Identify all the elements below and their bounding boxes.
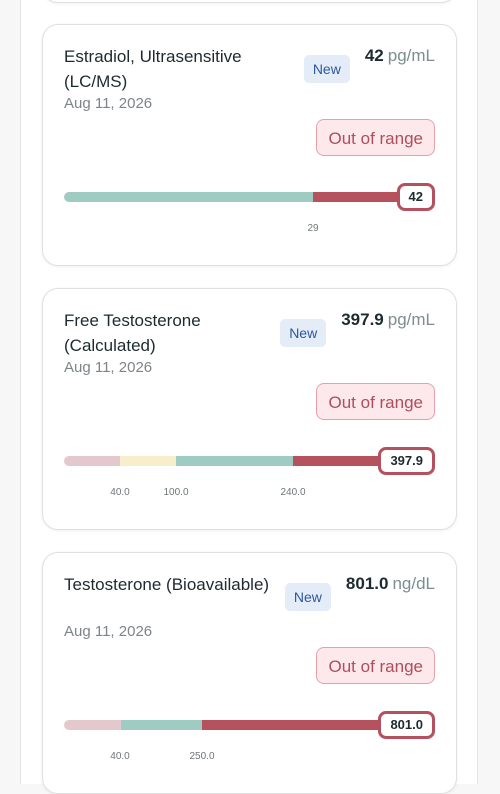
range-tick: 29 [307,223,319,234]
value-unit: ng/dL [392,574,435,593]
range-segment [313,192,403,202]
value-unit: pg/mL [387,46,435,65]
new-badge: New [284,583,331,611]
header-right: New 42 pg/mL [303,44,435,83]
range-tick: 40.0 [110,751,130,762]
test-name: Estradiol, Ultrasensitive (LC/MS) [64,47,242,91]
range-segment [120,456,176,466]
header-right: New 397.9 pg/mL [280,308,435,347]
range-tick: 100.0 [163,487,189,498]
test-name: Testosterone (Bioavailable) [64,575,270,594]
value-unit: pg/mL [387,310,435,329]
new-badge: New [280,319,327,347]
test-date: Aug 11, 2026 [64,359,153,376]
status-pill: Out of range [316,119,435,156]
value-number: 801.0 [345,574,389,593]
range-tick: 250.0 [189,751,215,762]
range-segment [64,720,121,730]
test-date: Aug 11, 2026 [64,623,153,640]
result-card[interactable]: Testosterone (Bioavailable) Aug 11, 2026 N… [42,552,457,794]
result-card[interactable]: Estradiol, Ultrasensitive (LC/MS) Aug 11,… [42,24,457,266]
test-name: Free Testosterone (Calculated) [64,311,201,355]
range-segment [64,456,120,466]
result-value: 801.0 ng/dL [346,572,435,596]
range-segment [121,720,202,730]
range-segment [64,192,313,202]
status-pill: Out of range [316,383,435,420]
value-number: 397.9 [341,310,384,329]
range-segment [293,456,403,466]
range-segment [176,456,293,466]
result-value: 42 pg/mL [365,44,435,68]
status-pill: Out of range [316,647,435,684]
value-marker: 42 [396,183,435,211]
value-marker: 801.0 [378,711,435,739]
result-value: 397.9 pg/mL [341,308,435,332]
range-tick: 40.0 [110,487,130,498]
value-marker: 397.9 [378,447,435,475]
range-segment [202,720,403,730]
new-badge: New [303,55,350,83]
value-number: 42 [364,46,384,65]
range-tick: 240.0 [280,487,306,498]
result-card[interactable]: Free Testosterone (Calculated) Aug 11, 20… [42,288,457,530]
header-right: New 801.0 ng/dL [284,572,435,611]
test-date: Aug 11, 2026 [64,95,153,112]
previous-card [42,0,457,3]
